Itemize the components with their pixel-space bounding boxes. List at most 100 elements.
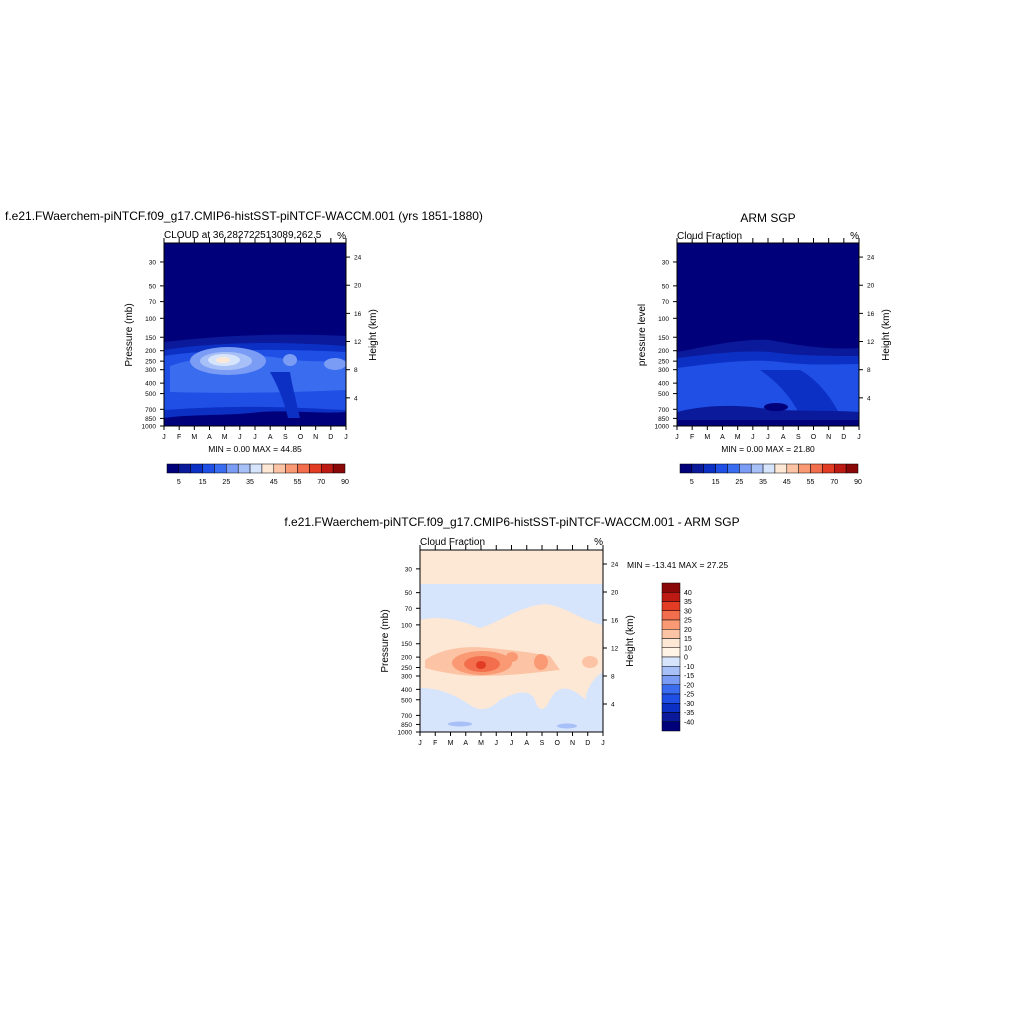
y-tick-label: 1000 — [655, 424, 670, 431]
panel-diff: Cloud Fraction % Pressure (mb) Height (k… — [380, 537, 728, 747]
colorbar-label: 55 — [807, 479, 815, 486]
x-tick-label: A — [781, 434, 786, 441]
height-tick-label: 24 — [354, 255, 362, 262]
height-tick-label: 24 — [867, 255, 875, 262]
colorbar-box — [273, 463, 286, 474]
colorbar-box — [661, 693, 681, 704]
panel-obs-stats: MIN = 0.00 MAX = 21.80 — [721, 444, 815, 454]
y-tick-label: 700 — [145, 407, 156, 414]
x-tick-label: J — [238, 434, 242, 441]
colorbar-label: 15 — [199, 479, 207, 486]
panel-model-colorbar: 5 15 25 35 45 55 70 90 — [166, 463, 349, 486]
colorbar-box — [166, 463, 180, 474]
colorbar-box — [202, 463, 215, 474]
colorbar-label: 70 — [317, 479, 325, 486]
colorbar-label: 15 — [684, 636, 692, 643]
x-tick-label: J — [751, 434, 755, 441]
x-tick-label: O — [298, 434, 304, 441]
colorbar-box — [661, 601, 681, 611]
colorbar-box — [798, 463, 811, 474]
x-tick-label: F — [690, 434, 694, 441]
colorbar-label: 5 — [177, 479, 181, 486]
y-tick-label: 850 — [658, 416, 669, 423]
colorbar-box — [661, 629, 681, 639]
x-tick-label: O — [555, 740, 561, 747]
colorbar-box — [661, 610, 681, 621]
x-tick-label: J — [418, 740, 422, 747]
colorbar-box — [309, 463, 322, 474]
colorbar-box — [661, 647, 681, 658]
height-tick-label: 4 — [354, 395, 358, 402]
x-tick-label: N — [313, 434, 318, 441]
y-tick-label: 850 — [145, 416, 156, 423]
x-tick-label: A — [524, 740, 529, 747]
panel-model-field — [164, 243, 346, 426]
colorbar-label: 25 — [735, 479, 743, 486]
x-tick-label: N — [570, 740, 575, 747]
y-tick-label: 50 — [662, 283, 670, 290]
height-tick-label: 8 — [611, 674, 615, 681]
height-tick-label: 12 — [354, 339, 362, 346]
panel-obs-colorbar: 5 15 25 35 45 55 70 90 — [679, 463, 862, 486]
colorbar-box — [679, 463, 693, 474]
x-tick-label: F — [433, 740, 437, 747]
panel-model: CLOUD at 36.282722513089,262.5 % Pressur… — [124, 230, 379, 486]
colorbar-label: 55 — [294, 479, 302, 486]
colorbar-box — [661, 675, 681, 685]
colorbar-label: 90 — [341, 479, 349, 486]
y-tick-label: 300 — [145, 367, 156, 374]
y-tick-label: 400 — [145, 381, 156, 388]
colorbar-label: 40 — [684, 590, 692, 597]
x-tick-label: F — [177, 434, 181, 441]
colorbar-label: 25 — [684, 618, 692, 625]
colorbar-box — [703, 463, 716, 474]
colorbar-box — [226, 463, 239, 474]
colorbar-box — [810, 463, 823, 474]
x-tick-label: J — [766, 434, 770, 441]
x-tick-label: S — [796, 434, 801, 441]
y-tick-label: 70 — [405, 606, 413, 613]
y-tick-label: 400 — [658, 381, 669, 388]
colorbar-label: -40 — [684, 719, 694, 726]
height-tick-label: 16 — [354, 311, 362, 318]
y-tick-label: 30 — [662, 259, 670, 266]
panel-diff-left-label: Cloud Fraction — [420, 537, 485, 548]
y-tick-label: 300 — [401, 673, 412, 680]
height-tick-label: 20 — [354, 283, 362, 290]
colorbar-label: -35 — [684, 710, 694, 717]
x-tick-label: J — [344, 434, 348, 441]
diff-title: f.e21.FWaerchem-piNTCF.f09_g17.CMIP6-his… — [284, 515, 739, 529]
height-tick-label: 4 — [611, 702, 615, 709]
height-tick-label: 20 — [867, 283, 875, 290]
colorbar-box — [762, 463, 776, 474]
colorbar-box — [178, 463, 191, 474]
panel-model-left-label: CLOUD at 36.282722513089,262.5 — [164, 230, 322, 241]
y-tick-label: 700 — [401, 713, 412, 720]
x-tick-label: J — [162, 434, 166, 441]
y-tick-label: 100 — [401, 622, 412, 629]
height-tick-label: 8 — [354, 367, 358, 374]
x-tick-label: D — [585, 740, 590, 747]
colorbar-label: -30 — [684, 701, 694, 708]
colorbar-label: 45 — [270, 479, 278, 486]
colorbar-box — [661, 721, 681, 732]
y-tick-label: 250 — [401, 665, 412, 672]
colorbar-box — [786, 463, 799, 474]
y-tick-label: 1000 — [142, 424, 157, 431]
panel-obs-units: % — [850, 231, 859, 242]
panel-obs-field — [677, 243, 859, 426]
colorbar-box — [214, 463, 227, 474]
panel-diff-colorbar: 40 35 30 25 20 15 10 0 -10 -15 -20 -25 -30 -35 -40 — [661, 582, 694, 732]
x-tick-label: A — [268, 434, 273, 441]
panel-diff-stats: MIN = -13.41 MAX = 27.25 — [627, 560, 728, 570]
colorbar-label: 45 — [783, 479, 791, 486]
x-tick-label: J — [495, 740, 499, 747]
x-tick-label: J — [857, 434, 861, 441]
x-tick-label: M — [704, 434, 710, 441]
x-tick-label: S — [283, 434, 288, 441]
height-tick-label: 16 — [611, 618, 619, 625]
y-tick-label: 850 — [401, 722, 412, 729]
panel-obs-ylabel-right: Height (km) — [881, 309, 892, 361]
y-tick-label: 50 — [149, 283, 157, 290]
